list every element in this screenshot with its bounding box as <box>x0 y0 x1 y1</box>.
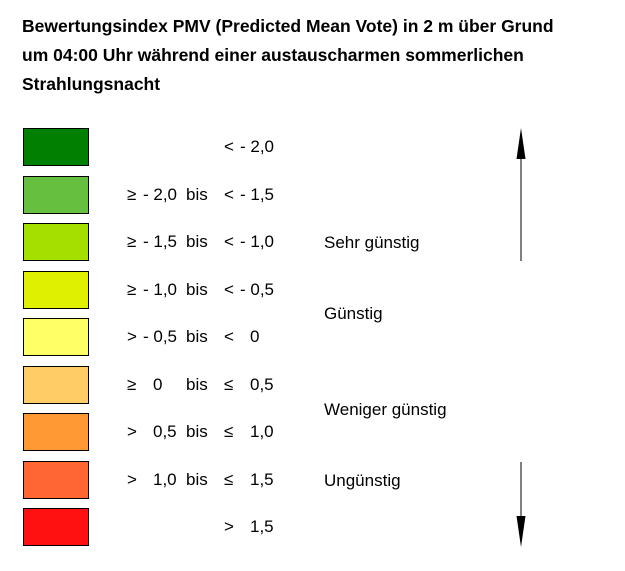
legend-row: ≥ - 1,0 bis < - 0,5 <box>0 271 300 309</box>
range-bis: bis <box>186 232 208 251</box>
range-value-1: 1,0 <box>153 470 177 489</box>
color-swatch <box>23 128 89 166</box>
legend-row: > - 0,5 bis < 0 <box>0 318 300 356</box>
color-swatch <box>23 508 89 546</box>
range-value-1: 0,5 <box>153 422 177 441</box>
range-operator-1: ≥ <box>127 232 137 251</box>
range-bis: bis <box>186 470 208 489</box>
range-value-2: - 1,0 <box>240 232 275 251</box>
range-operator-2: ≤ <box>224 422 234 441</box>
range-value-1: - 2,0 <box>143 185 178 204</box>
range-value-1: - 0,5 <box>143 327 178 346</box>
color-swatch <box>23 176 89 214</box>
range-bis: bis <box>186 280 208 299</box>
range-operator-1: > <box>127 422 137 441</box>
range-value-2: 0,5 <box>250 375 274 394</box>
legend-title: Bewertungsindex PMV (Predicted Mean Vote… <box>22 12 622 99</box>
color-swatch <box>23 223 89 261</box>
range-operator-2: < <box>224 232 234 251</box>
range-bis: bis <box>186 375 208 394</box>
range-value-1: - 1,5 <box>143 232 178 251</box>
range-value-2: - 1,5 <box>240 185 275 204</box>
range-value-1: 0 <box>153 375 163 394</box>
category-sehr-guenstig: Sehr günstig <box>324 233 420 252</box>
range-operator-2: ≤ <box>224 470 234 489</box>
range-operator-2: ≤ <box>224 375 234 394</box>
legend-row: ≥ - 2,0 bis < - 1,5 <box>0 176 300 214</box>
color-swatch <box>23 366 89 404</box>
legend-row: > 1,0 bis ≤ 1,5 <box>0 461 300 499</box>
range-operator-1: ≥ <box>127 375 137 394</box>
range-value-2: 1,5 <box>250 517 274 536</box>
category-guenstig: Günstig <box>324 304 383 323</box>
arrow-up-icon <box>516 128 526 262</box>
arrow-down-icon <box>516 462 526 548</box>
range-operator-1: > <box>127 327 137 346</box>
range-operator-1: ≥ <box>127 185 137 204</box>
legend-row: ≥ - 1,5 bis < - 1,0 <box>0 223 300 261</box>
title-line-2: um 04:00 Uhr während einer austauscharme… <box>22 45 524 65</box>
legend-row: > 0,5 bis ≤ 1,0 <box>0 413 300 451</box>
range-operator-1: ≥ <box>127 280 137 299</box>
range-bis: bis <box>186 422 208 441</box>
range-value-2: 1,0 <box>250 422 274 441</box>
category-unguenstig: Ungünstig <box>324 471 401 490</box>
range-bis: bis <box>186 185 208 204</box>
color-swatch <box>23 413 89 451</box>
range-value-2: 0 <box>250 327 260 346</box>
legend-row: < - 2,0 <box>0 128 300 166</box>
range-value-2: 1,5 <box>250 470 274 489</box>
range-operator-1: > <box>127 470 137 489</box>
range-operator-2: < <box>224 137 234 156</box>
category-weniger-guenstig: Weniger günstig <box>324 400 447 419</box>
range-operator-2: < <box>224 327 234 346</box>
range-value-2: - 2,0 <box>240 137 275 156</box>
legend-row: > 1,5 <box>0 508 300 546</box>
color-swatch <box>23 461 89 499</box>
legend-row: ≥ 0 bis ≤ 0,5 <box>0 366 300 404</box>
title-line-1: Bewertungsindex PMV (Predicted Mean Vote… <box>22 16 554 36</box>
color-swatch <box>23 318 89 356</box>
title-line-3: Strahlungsnacht <box>22 74 161 94</box>
color-swatch <box>23 271 89 309</box>
range-operator-2: < <box>224 185 234 204</box>
range-bis: bis <box>186 327 208 346</box>
range-value-2: - 0,5 <box>240 280 275 299</box>
range-operator-2: > <box>224 517 234 536</box>
range-operator-2: < <box>224 280 234 299</box>
range-value-1: - 1,0 <box>143 280 178 299</box>
